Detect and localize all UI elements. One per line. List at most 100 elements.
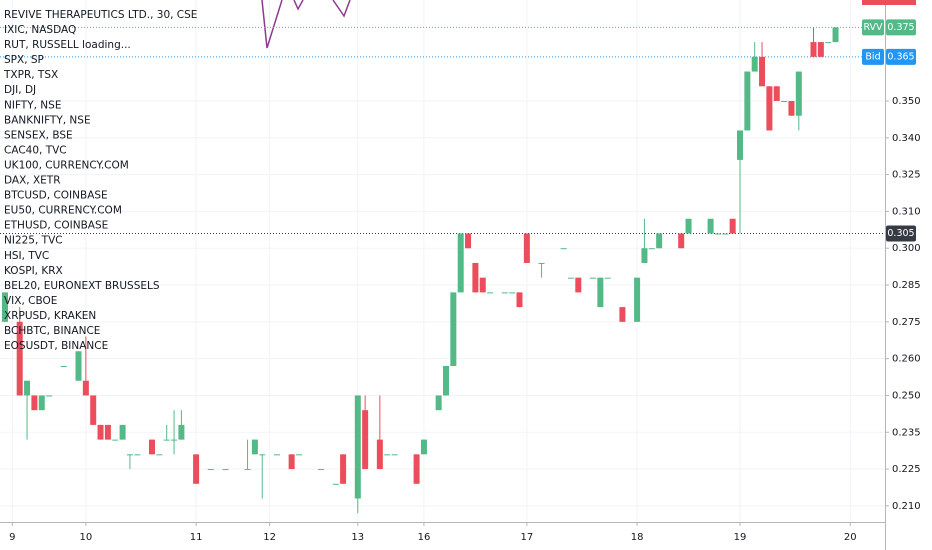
- x-tick-label: 20: [844, 532, 857, 543]
- candle-body: [773, 86, 780, 101]
- candle-body: [134, 454, 141, 456]
- candle-body: [104, 424, 111, 440]
- candle-body: [90, 395, 97, 425]
- candle-body: [332, 483, 339, 485]
- y-tick-label: 0.340: [892, 133, 921, 144]
- candle-body: [751, 56, 758, 72]
- candle-body: [16, 321, 23, 396]
- symbol-list: REVIVE THERAPEUTICS LTD., 30, CSE IXIC, …: [3, 9, 197, 352]
- candle-body: [450, 292, 457, 367]
- y-tick-label: 0.250: [892, 390, 921, 401]
- candle-body: [714, 233, 721, 235]
- candle-body: [60, 366, 67, 368]
- candle-body: [825, 42, 832, 44]
- chart-title: REVIVE THERAPEUTICS LTD., 30, CSE: [4, 9, 197, 21]
- candle-body: [766, 86, 773, 131]
- y-tick-label: 0.210: [892, 501, 921, 512]
- x-tick-label: 19: [734, 532, 747, 543]
- y-tick-label: 0.225: [892, 464, 921, 475]
- y-tick-label: 0.325: [892, 170, 921, 181]
- symbol-entry: BTCUSD, COINBASE: [4, 190, 108, 202]
- compare-line: [261, 0, 283, 49]
- candle-body: [376, 439, 383, 470]
- candle-body: [604, 277, 611, 279]
- candle-body: [126, 454, 133, 456]
- candle-body: [318, 469, 325, 471]
- candle-body: [538, 262, 545, 264]
- candle-body: [296, 454, 302, 456]
- candle-body: [501, 292, 508, 294]
- candle-body: [222, 469, 229, 471]
- candle-body: [171, 439, 178, 441]
- candle-body: [420, 439, 427, 455]
- x-tick-label: 16: [418, 532, 431, 543]
- symbol-entry: IXIC, NASDAQ: [4, 24, 76, 36]
- candle-body: [354, 395, 361, 499]
- x-tick-label: 13: [351, 532, 364, 543]
- symbol-entry: CAC40, TVC: [4, 144, 67, 156]
- candle-body: [509, 292, 516, 294]
- candle-body: [244, 469, 251, 471]
- symbol-entry: EOSUSDT, BINANCE: [4, 340, 108, 352]
- x-tick-label: 11: [190, 532, 203, 543]
- candle-body: [707, 218, 714, 234]
- candles: [2, 27, 839, 514]
- candle-body: [722, 233, 729, 235]
- candle-body: [685, 218, 692, 234]
- candle-body: [810, 42, 817, 57]
- candle-body: [795, 71, 802, 116]
- price-tag-name: RVV: [863, 22, 883, 33]
- price-tag-name-bg: [862, 48, 884, 65]
- symbol-entry: NI225, TVC: [4, 235, 63, 247]
- candle-body: [678, 233, 685, 249]
- price-tag-bg: [886, 225, 916, 242]
- candle-body: [457, 233, 464, 293]
- grid: [0, 0, 885, 522]
- candle-body: [634, 277, 641, 322]
- candle-body: [38, 395, 45, 411]
- candle-body: [737, 130, 743, 160]
- price-tag-bg: [886, 19, 916, 36]
- candle-body: [472, 262, 479, 293]
- candle-body: [384, 454, 391, 456]
- candle-body: [817, 42, 824, 57]
- compare-line: [332, 0, 351, 18]
- symbol-entry: BANKNIFTY, NSE: [4, 114, 91, 126]
- candle-body: [523, 233, 530, 263]
- candle-body: [487, 292, 494, 294]
- candle-body: [391, 454, 398, 456]
- candle-body: [207, 469, 214, 471]
- symbol-entry: XRPUSD, KRAKEN: [4, 310, 96, 322]
- x-tick-label: 10: [79, 532, 92, 543]
- symbol-entry: SENSEX, BSE: [4, 129, 73, 141]
- candle-body: [259, 454, 266, 456]
- candle-body: [46, 395, 53, 397]
- symbol-entry: EU50, CURRENCY.COM: [4, 205, 122, 217]
- candle-body: [560, 248, 567, 250]
- price-lines: [0, 26, 885, 234]
- axes: 0.350 0.340 0.325 0.310 0.300 0.285 0.275 0.260…: [9, 19, 921, 543]
- x-tick-label: 12: [263, 532, 276, 543]
- symbol-entry: RUT, RUSSELL loading...: [4, 39, 131, 51]
- price-tag-name: Bid: [865, 51, 880, 62]
- symbol-entry: BCHBTC, BINANCE: [4, 325, 100, 337]
- candle-body: [97, 424, 104, 440]
- candle-body: [273, 454, 280, 456]
- candle-body: [119, 424, 126, 440]
- candle-body: [575, 277, 582, 293]
- price-tag-value: 0.375: [887, 22, 914, 33]
- candle-body: [729, 218, 736, 234]
- candle-body: [641, 248, 648, 263]
- candle-body: [413, 454, 420, 484]
- candle-body: [759, 56, 766, 87]
- y-tick-label: 0.310: [892, 206, 921, 217]
- candle-body: [781, 100, 788, 102]
- compare-line: [293, 0, 304, 11]
- candle-body: [656, 233, 663, 249]
- x-tick-label: 18: [631, 532, 644, 543]
- price-tag-value: 0.365: [887, 51, 914, 62]
- candle-body: [619, 307, 626, 322]
- symbol-entry: DAX, XETR: [4, 175, 61, 187]
